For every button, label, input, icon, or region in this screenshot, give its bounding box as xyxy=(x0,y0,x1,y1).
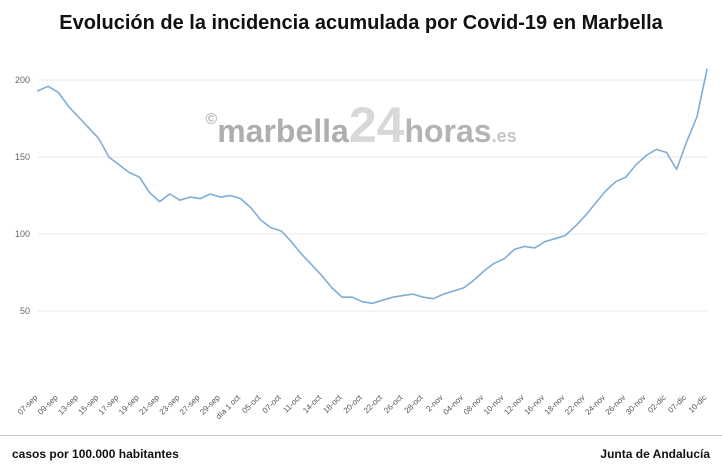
svg-text:13-sep: 13-sep xyxy=(56,393,80,417)
svg-text:14-oct: 14-oct xyxy=(301,393,324,416)
svg-text:04-nov: 04-nov xyxy=(441,393,465,417)
svg-text:23-sep: 23-sep xyxy=(158,393,182,417)
watermark-text-marbella: marbella xyxy=(217,113,349,149)
svg-text:10-nov: 10-nov xyxy=(482,393,506,417)
svg-text:16-nov: 16-nov xyxy=(523,393,547,417)
svg-text:18-oct: 18-oct xyxy=(321,393,344,416)
svg-text:15-sep: 15-sep xyxy=(77,393,101,417)
svg-text:21-sep: 21-sep xyxy=(137,393,161,417)
svg-text:200: 200 xyxy=(15,75,30,85)
svg-text:28-oct: 28-oct xyxy=(403,393,426,416)
footer: casos por 100.000 habitantes Junta de An… xyxy=(0,435,722,472)
svg-text:10-dic: 10-dic xyxy=(687,393,709,415)
footer-units-label: casos por 100.000 habitantes xyxy=(12,447,179,461)
page-title: Evolución de la incidencia acumulada por… xyxy=(59,12,663,34)
svg-text:02-dic: 02-dic xyxy=(646,393,668,415)
svg-text:18-nov: 18-nov xyxy=(543,393,567,417)
svg-text:19-sep: 19-sep xyxy=(117,393,141,417)
watermark-text-horas: horas xyxy=(404,113,492,149)
watermark-text-24: 24 xyxy=(348,97,405,153)
svg-text:09-sep: 09-sep xyxy=(36,393,60,417)
svg-text:30-nov: 30-nov xyxy=(624,393,648,417)
watermark-copyright-icon: © xyxy=(205,111,218,128)
svg-text:150: 150 xyxy=(15,152,30,162)
svg-text:17-sep: 17-sep xyxy=(97,393,121,417)
svg-text:24-nov: 24-nov xyxy=(583,393,607,417)
svg-text:05-oct: 05-oct xyxy=(240,393,263,416)
svg-text:08-nov: 08-nov xyxy=(462,393,486,417)
svg-text:12-nov: 12-nov xyxy=(502,393,526,417)
svg-text:22-nov: 22-nov xyxy=(563,393,587,417)
watermark-text-es: .es xyxy=(491,126,517,146)
footer-source-label: Junta de Andalucía xyxy=(600,447,710,461)
svg-text:07-oct: 07-oct xyxy=(261,393,284,416)
chart-area: 50 100 150 200 07-sep 09-sep 13-sep 15-sep 17-se… xyxy=(0,48,722,434)
svg-text:26-oct: 26-oct xyxy=(382,393,405,416)
svg-text:07-sep: 07-sep xyxy=(16,393,40,417)
svg-text:26-nov: 26-nov xyxy=(604,393,628,417)
svg-text:100: 100 xyxy=(15,229,30,239)
svg-text:22-oct: 22-oct xyxy=(362,393,385,416)
line-chart: 50 100 150 200 07-sep09-sep13-sep15-sep17-se… xyxy=(15,68,709,421)
svg-text:50: 50 xyxy=(20,306,30,316)
svg-text:27-sep: 27-sep xyxy=(178,393,202,417)
svg-text:11-oct: 11-oct xyxy=(281,393,303,415)
svg-text:20-oct: 20-oct xyxy=(342,393,365,416)
watermark: ©marbella24horas.es xyxy=(205,100,516,150)
svg-text:07-dic: 07-dic xyxy=(666,393,688,415)
